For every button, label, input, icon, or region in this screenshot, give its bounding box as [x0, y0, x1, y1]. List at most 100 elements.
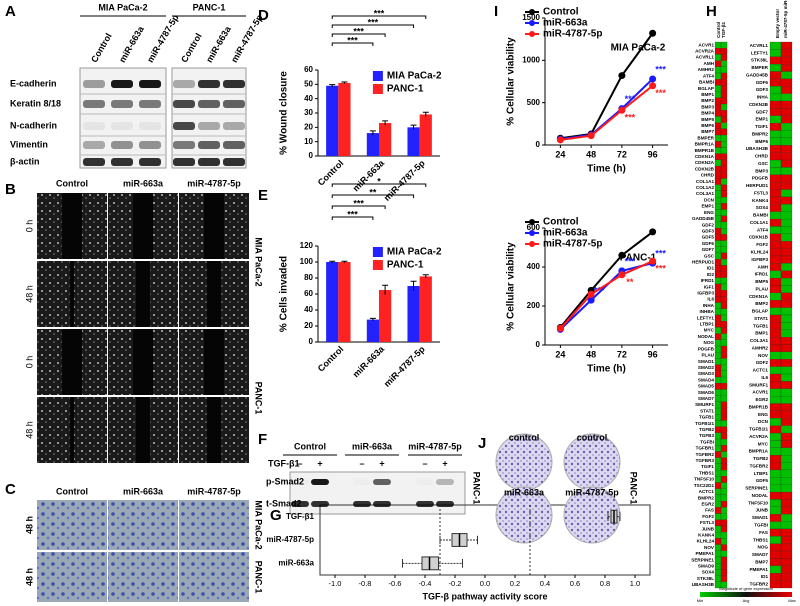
gene-label: EMP1	[701, 204, 714, 209]
heatmap-cell	[714, 407, 722, 415]
heatmap-cell	[769, 440, 782, 448]
heatmap-cell	[714, 414, 722, 421]
heatmap-cell	[780, 403, 793, 412]
protein-label: Vimentin	[10, 139, 48, 149]
heatmap-cell	[714, 66, 722, 74]
lane-label: miR-663a	[117, 24, 146, 65]
gene-label: IL6	[761, 375, 768, 380]
heatmap-cell	[720, 426, 728, 433]
point	[649, 75, 657, 83]
heatmap-cell	[780, 100, 793, 109]
error-bar	[410, 280, 417, 291]
heatmap-cell	[720, 364, 728, 371]
heatmap-cell	[720, 345, 728, 353]
heatmap-cell	[714, 420, 722, 427]
blot-band	[373, 501, 391, 507]
gene-label: TGFBR2	[750, 463, 769, 468]
gene-label: SERPINE1	[691, 557, 714, 562]
heatmap-cell	[780, 366, 793, 375]
blot-band	[373, 479, 391, 485]
significance-label: ***	[347, 209, 358, 219]
heatmap-cell	[769, 573, 782, 581]
gene-label: ID1	[761, 574, 769, 579]
heatmap-cell	[720, 352, 728, 359]
heatmap-cell	[714, 72, 722, 80]
blot-band	[223, 141, 245, 149]
gene-label: PMEPA1	[695, 551, 714, 556]
gene-label: TGFB3	[699, 433, 715, 438]
heatmap-cell	[714, 482, 722, 489]
heatmap-cell	[720, 228, 728, 235]
treatment: –	[359, 458, 364, 468]
gene-label: TGIF1	[755, 124, 768, 129]
x-tick-label: -0.6	[389, 579, 402, 588]
heatmap-cell	[720, 91, 728, 98]
heatmap-cell	[720, 389, 728, 396]
heatmap-cell	[769, 536, 782, 544]
gene-label: EGR2	[755, 397, 768, 402]
protein-label: E-cadherin	[10, 78, 57, 88]
heatmap-cell	[769, 41, 782, 50]
y-tick-label: 40	[304, 94, 313, 103]
heatmap-cell	[780, 255, 793, 264]
gene-label: BMP1	[701, 92, 714, 97]
wound-gap	[204, 193, 224, 259]
heatmap-cell	[769, 189, 782, 198]
point	[587, 132, 595, 140]
heatmap-cell	[769, 521, 782, 530]
heatmap-cell	[780, 174, 793, 183]
error-bar	[382, 284, 389, 295]
heatmap-cell	[714, 451, 722, 458]
legend-swatch	[372, 84, 383, 94]
blot-frame	[289, 471, 466, 515]
heatmap-cell	[720, 178, 728, 185]
blot-band	[291, 501, 309, 507]
heatmap-cell	[714, 494, 722, 502]
gene-label: CHRD	[755, 154, 769, 159]
heatmap-cell	[714, 519, 722, 527]
panel-letter: J	[478, 435, 486, 452]
gene-label: SERPINE1	[745, 486, 768, 491]
heatmap-cell	[769, 285, 782, 293]
heatmap-cell	[720, 97, 728, 105]
gene-label: CDKN1A	[749, 294, 769, 299]
legend-swatch	[372, 71, 383, 81]
heatmap-cell	[780, 93, 793, 102]
gene-label: SMAD7	[752, 552, 769, 557]
heatmap-cell	[714, 48, 722, 55]
treatment: +	[317, 458, 322, 468]
heatmap-cell	[780, 351, 793, 360]
gene-label: TGFB1	[753, 323, 769, 328]
heatmap-cell	[780, 337, 793, 345]
heatmap-cell	[780, 455, 793, 463]
x-tick-label: 0.8	[600, 579, 610, 588]
cell-line-label: MIA PaCa-2	[254, 237, 264, 286]
significance-label: ***	[594, 286, 605, 296]
significance-label: ***	[353, 198, 364, 208]
legend-label: miR-4787-5p	[543, 29, 602, 40]
gene-label: AMHR2	[698, 67, 715, 72]
significance-label: ***	[374, 8, 385, 18]
y-axis-label: % Cellular viability	[506, 37, 517, 126]
heatmap-cell	[720, 203, 728, 210]
x-tick-label: 0.2	[510, 579, 520, 588]
gene-label: PMEPA1	[749, 567, 768, 572]
row-label: 48 h	[24, 516, 34, 534]
heatmap-cell	[780, 314, 793, 323]
significance-label: **	[626, 277, 634, 287]
plate-label: control	[509, 432, 540, 442]
y-tick-label: 20	[304, 321, 313, 330]
heatmap-cell	[780, 477, 793, 485]
heatmap-cell	[780, 226, 793, 234]
heatmap-cell	[769, 455, 782, 463]
gene-label: EGR2	[701, 501, 714, 506]
heatmap-cell	[780, 41, 793, 50]
heatmap-cell	[780, 447, 793, 456]
blot-band	[173, 80, 195, 88]
heatmap-cell	[780, 130, 793, 139]
gene-label: ENG	[704, 210, 714, 215]
heatmap-cell	[714, 221, 722, 229]
treatment: –	[422, 458, 427, 468]
gene-label: ACTC1	[699, 489, 715, 494]
blot-band	[353, 501, 371, 507]
